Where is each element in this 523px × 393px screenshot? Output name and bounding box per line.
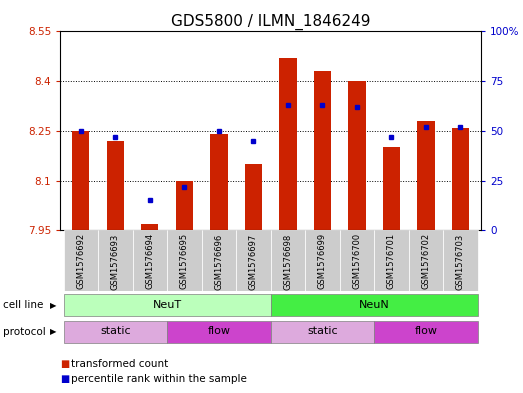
Text: GSM1576697: GSM1576697: [249, 233, 258, 290]
Text: GSM1576702: GSM1576702: [422, 233, 430, 290]
Text: GSM1576700: GSM1576700: [353, 233, 361, 290]
Text: GSM1576692: GSM1576692: [76, 233, 85, 290]
Text: ■: ■: [60, 358, 70, 369]
Bar: [64, 230, 98, 291]
Bar: [305, 230, 339, 291]
Text: static: static: [307, 326, 338, 336]
Bar: [167, 321, 271, 343]
Text: transformed count: transformed count: [71, 358, 168, 369]
Bar: [408, 230, 443, 291]
Bar: [452, 128, 469, 230]
Bar: [133, 230, 167, 291]
Bar: [64, 294, 271, 316]
Text: ▶: ▶: [50, 327, 56, 336]
Text: GSM1576698: GSM1576698: [283, 233, 292, 290]
Title: GDS5800 / ILMN_1846249: GDS5800 / ILMN_1846249: [171, 14, 370, 30]
Text: NeuN: NeuN: [359, 300, 390, 310]
Text: NeuT: NeuT: [153, 300, 181, 310]
Bar: [339, 230, 374, 291]
Bar: [374, 321, 477, 343]
Text: GSM1576701: GSM1576701: [387, 233, 396, 290]
Text: ▶: ▶: [50, 301, 56, 310]
Text: ■: ■: [60, 374, 70, 384]
Text: GSM1576696: GSM1576696: [214, 233, 223, 290]
Bar: [314, 71, 331, 230]
Bar: [64, 321, 167, 343]
Bar: [98, 230, 133, 291]
Text: GSM1576699: GSM1576699: [318, 233, 327, 290]
Bar: [72, 131, 89, 230]
Text: GSM1576694: GSM1576694: [145, 233, 154, 290]
Bar: [279, 58, 297, 230]
Bar: [167, 230, 202, 291]
Bar: [271, 230, 305, 291]
Bar: [417, 121, 435, 230]
Text: percentile rank within the sample: percentile rank within the sample: [71, 374, 246, 384]
Text: flow: flow: [208, 326, 231, 336]
Bar: [443, 230, 477, 291]
Text: cell line: cell line: [3, 300, 43, 310]
Text: GSM1576695: GSM1576695: [180, 233, 189, 290]
Bar: [210, 134, 228, 230]
Bar: [141, 224, 158, 230]
Bar: [271, 321, 374, 343]
Bar: [374, 230, 408, 291]
Text: static: static: [100, 326, 131, 336]
Text: GSM1576693: GSM1576693: [111, 233, 120, 290]
Text: GSM1576703: GSM1576703: [456, 233, 465, 290]
Bar: [348, 81, 366, 230]
Bar: [176, 180, 193, 230]
Bar: [383, 147, 400, 230]
Text: flow: flow: [414, 326, 437, 336]
Bar: [245, 164, 262, 230]
Bar: [202, 230, 236, 291]
Bar: [107, 141, 124, 230]
Text: protocol: protocol: [3, 327, 46, 337]
Bar: [236, 230, 271, 291]
Bar: [271, 294, 477, 316]
